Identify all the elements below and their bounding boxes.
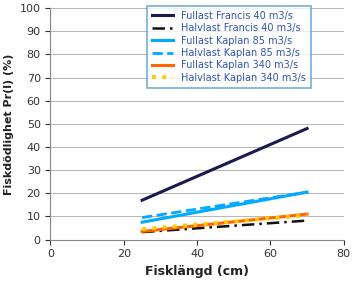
Fullast Kaplan 85 m3/s — [305, 190, 309, 194]
Line: Halvlast Kaplan 85 m3/s: Halvlast Kaplan 85 m3/s — [142, 192, 307, 218]
Line: Fullast Francis 40 m3/s: Fullast Francis 40 m3/s — [142, 129, 307, 200]
Halvlast Francis 40 m3/s — [140, 230, 144, 234]
Fullast Kaplan 85 m3/s — [140, 221, 144, 224]
Fullast Francis 40 m3/s — [140, 199, 144, 202]
Halvlast Kaplan 85 m3/s — [140, 216, 144, 219]
Line: Fullast Kaplan 85 m3/s: Fullast Kaplan 85 m3/s — [142, 192, 307, 222]
Fullast Francis 40 m3/s — [305, 127, 309, 130]
Fullast Kaplan 340 m3/s — [305, 212, 309, 216]
Line: Halvlast Francis 40 m3/s: Halvlast Francis 40 m3/s — [142, 221, 307, 232]
Halvlast Francis 40 m3/s — [305, 219, 309, 222]
Halvlast Kaplan 340 m3/s — [140, 228, 144, 231]
Line: Fullast Kaplan 340 m3/s: Fullast Kaplan 340 m3/s — [142, 214, 307, 232]
Y-axis label: Fiskdödlighet Pr(l) (%): Fiskdödlighet Pr(l) (%) — [4, 53, 14, 195]
Legend: Fullast Francis 40 m3/s, Halvlast Francis 40 m3/s, Fullast Kaplan 85 m3/s, Halvl: Fullast Francis 40 m3/s, Halvlast Franci… — [147, 6, 311, 88]
Line: Halvlast Kaplan 340 m3/s: Halvlast Kaplan 340 m3/s — [142, 215, 307, 229]
Halvlast Kaplan 85 m3/s — [305, 190, 309, 194]
X-axis label: Fisklängd (cm): Fisklängd (cm) — [145, 265, 249, 278]
Halvlast Kaplan 340 m3/s — [305, 213, 309, 217]
Fullast Kaplan 340 m3/s — [140, 230, 144, 233]
